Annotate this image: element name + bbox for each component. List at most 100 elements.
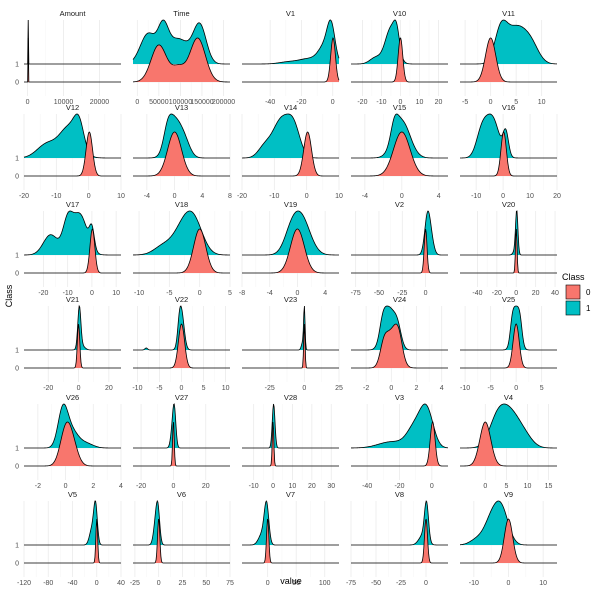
density-outline-class-1: [23, 113, 121, 159]
x-tick-label: -10: [63, 290, 73, 297]
x-tick-label: 5: [540, 385, 544, 392]
x-tick-label: 0: [173, 193, 177, 200]
facet-title: V20: [502, 200, 515, 209]
x-tick-label: -10: [51, 193, 61, 200]
density-outline-class-0: [351, 323, 448, 369]
density-outline-class-1: [132, 210, 230, 256]
density-outline-class-0: [24, 131, 121, 177]
x-tick-label: -40: [472, 290, 482, 297]
x-tick-label: 0: [295, 290, 299, 297]
density-area-class-1: [351, 501, 448, 545]
density-outline-class-0: [242, 37, 340, 83]
facet-panel-v18: V18 -10 -5 0 5: [132, 200, 232, 297]
x-tick-label: 100: [319, 580, 331, 587]
density-outline-class-1: [351, 305, 448, 351]
x-tick-label: 0: [489, 99, 493, 106]
facet-panel-v3: V3 -40 -20 0: [351, 393, 449, 490]
density-area-class-0: [242, 229, 339, 273]
x-tick-label: -20: [237, 193, 247, 200]
x-tick-label: 8: [228, 193, 232, 200]
density-outline-class-1: [460, 113, 557, 159]
facet-title: V21: [66, 295, 79, 304]
facet-panel-v20: V20 -40 -20 0 20 40: [460, 200, 559, 297]
x-tick-label: -75: [351, 290, 361, 297]
density-area-class-0: [242, 38, 339, 82]
density-area-class-0: [133, 132, 230, 176]
density-area-class-1: [242, 404, 339, 448]
density-outline-class-1: [24, 304, 121, 351]
legend: Class 0 1: [562, 272, 591, 316]
density-outline-class-0: [351, 421, 448, 467]
facet-panel-v12: V12 -20 -10 0 10 0 1: [15, 103, 125, 200]
density-area-class-0: [351, 132, 448, 176]
x-tick-label: 4: [119, 483, 123, 490]
x-tick-label: 0: [507, 580, 511, 587]
x-tick-label: 10: [222, 385, 230, 392]
density-outline-class-0: [460, 323, 557, 369]
x-tick-label: 0: [514, 290, 518, 297]
density-outline-class-0: [242, 323, 339, 369]
x-tick-label: 0: [501, 193, 505, 200]
x-tick-label: 0: [400, 193, 404, 200]
y-tick-label: 0: [15, 464, 19, 471]
facet-title: V5: [68, 490, 77, 499]
x-axis-title: value: [280, 576, 302, 586]
facet-panel-v24: V24 -2 0 2 4: [351, 295, 448, 392]
density-outline-class-1: [133, 305, 230, 351]
x-tick-label: 20: [202, 483, 210, 490]
density-area-class-1: [133, 20, 230, 64]
density-outline-class-1: [460, 403, 558, 449]
x-tick-label: 0: [424, 290, 428, 297]
density-outline-class-0: [24, 37, 121, 83]
y-tick-label: 1: [15, 156, 19, 163]
x-tick-label: 0: [198, 290, 202, 297]
x-tick-label: 10: [524, 483, 532, 490]
facet-panel-v10: V10 -20 -10 0 10 20: [351, 9, 448, 106]
y-tick-label: 1: [15, 253, 19, 260]
density-outline-class-1: [351, 403, 449, 449]
x-tick-label: 200000: [212, 99, 235, 106]
density-outline-class-0: [460, 228, 557, 274]
facet-panel-v4: V4 0 5 10 15: [460, 393, 558, 490]
facet-title: V6: [177, 490, 186, 499]
facet-panel-v1: V1 -40 -20 0: [242, 9, 340, 106]
x-tick-label: 0: [64, 483, 68, 490]
x-tick-label: -40: [265, 99, 275, 106]
x-tick-label: 0: [266, 580, 270, 587]
density-outline-class-1: [460, 305, 557, 351]
x-tick-label: 5: [514, 99, 518, 106]
density-area-class-0: [133, 422, 230, 466]
density-outline-class-1: [351, 500, 448, 546]
x-tick-label: -20: [394, 483, 404, 490]
y-tick-label: 0: [15, 271, 19, 278]
facet-panel-amount: Amount 0 10000 20000 0 1: [15, 9, 121, 106]
density-area-class-0: [242, 519, 339, 563]
density-outline-class-0: [24, 228, 121, 274]
y-tick-label: 1: [15, 348, 19, 355]
x-tick-label: -25: [130, 580, 140, 587]
x-tick-label: -4: [144, 193, 150, 200]
density-area-class-1: [460, 20, 557, 64]
x-tick-label: -10: [376, 99, 386, 106]
x-tick-label: 0: [398, 99, 402, 106]
facet-panel-v2: V2 -75 -50 -25 0: [351, 200, 448, 297]
density-area-class-1: [24, 114, 121, 158]
density-area-class-1: [133, 501, 230, 545]
x-tick-label: -20: [19, 193, 29, 200]
facet-panel-v28: V28 -10 0 10 20 30: [242, 393, 339, 490]
x-tick-label: 0: [331, 99, 335, 106]
x-tick-label: 150000: [190, 99, 213, 106]
x-tick-label: 25: [179, 580, 187, 587]
x-tick-label: 5: [228, 290, 232, 297]
x-tick-label: -10: [134, 290, 144, 297]
x-tick-label: 10000: [54, 99, 74, 106]
x-tick-label: 25: [335, 385, 343, 392]
facet-title: V26: [66, 393, 79, 402]
density-outline-class-0: [351, 131, 448, 177]
density-outline-class-1: [23, 210, 121, 256]
facet-panel-v14: V14 -20 -10 0 10: [237, 103, 343, 200]
x-tick-label: -10: [249, 483, 259, 490]
x-tick-label: -20: [492, 290, 502, 297]
x-tick-label: -8: [239, 290, 245, 297]
x-tick-label: 0: [483, 483, 487, 490]
